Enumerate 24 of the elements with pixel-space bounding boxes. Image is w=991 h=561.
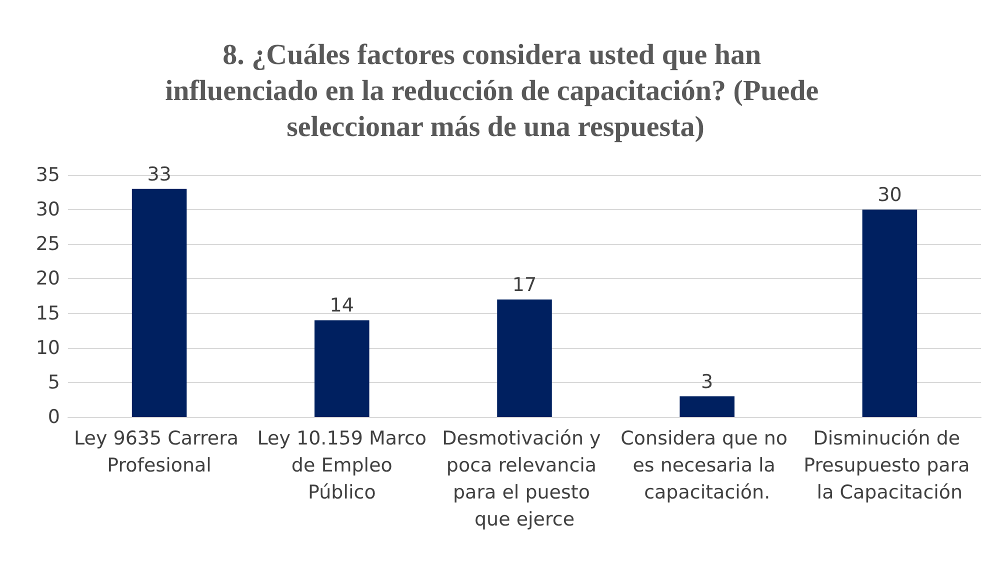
- x-tick-label: Ley 10.159 Marco de Empleo Público: [257, 428, 427, 504]
- y-tick-label: 10: [36, 336, 60, 359]
- data-label: 14: [330, 294, 354, 317]
- y-tick-label: 20: [36, 268, 60, 290]
- x-tick-label: Considera que no es necesaria la capacitación.: [620, 428, 794, 504]
- x-tick-label: Desmotivación y poca relevancia para el puesto que ejerce: [442, 428, 607, 530]
- y-tick-label: 5: [48, 371, 60, 394]
- y-tick-label: 30: [36, 198, 60, 221]
- x-tick-label: Ley 9635 Carrera Profesional: [74, 428, 245, 476]
- bar: [862, 210, 918, 417]
- chart-title: 8. ¿Cuáles factores considera usted que han influenciado en la reducción de capacitación? (Puede seleccionar más de una respuesta): [165, 39, 826, 143]
- bar: [497, 299, 552, 417]
- bar: [132, 188, 187, 417]
- y-tick-label: 0: [48, 406, 60, 428]
- data-label: 3: [701, 370, 714, 393]
- y-tick-label: 25: [36, 233, 60, 256]
- data-label: 30: [878, 184, 902, 206]
- data-label: 33: [147, 163, 172, 186]
- bar: [314, 320, 370, 417]
- y-tick-label: 35: [36, 164, 60, 186]
- y-tick-label: 15: [36, 302, 60, 324]
- data-label: 17: [512, 274, 537, 296]
- x-tick-label: Disminución de Presupuesto para la Capacitación: [804, 428, 976, 504]
- bar: [680, 396, 734, 417]
